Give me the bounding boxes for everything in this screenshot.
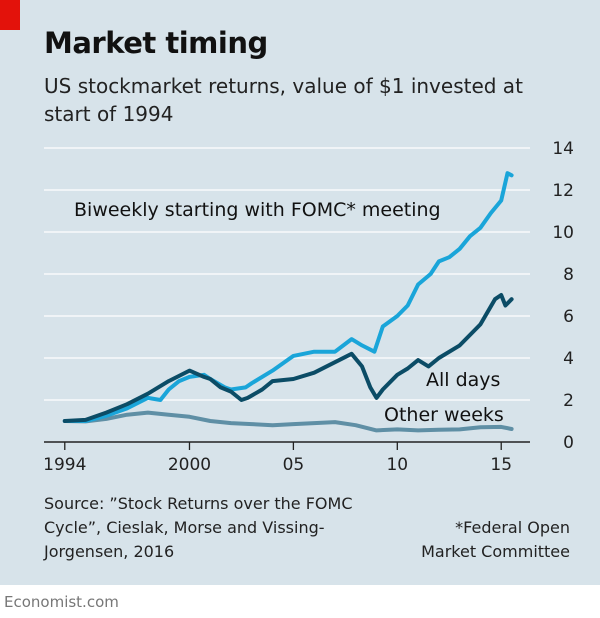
series-label-fomc: Biweekly starting with FOMC* meeting — [74, 199, 441, 221]
x-tick-label: 15 — [490, 455, 512, 475]
line-chart: 1994 2000 05 10 15 0 2 4 6 8 10 12 14 Biweekly star… — [43, 139, 574, 475]
series-line-all-days — [62, 293, 514, 423]
brand-mark: Economist.com — [4, 593, 119, 611]
chart-title: Market timing — [44, 26, 268, 60]
x-tick-label: 05 — [283, 455, 305, 475]
series-labels: Biweekly starting with FOMC* meeting All… — [74, 199, 504, 426]
y-tick-label: 6 — [563, 307, 574, 327]
series-line-fomc — [62, 171, 514, 423]
x-tick-label: 2000 — [168, 455, 211, 475]
y-tick-label: 14 — [552, 139, 574, 159]
y-axis: 0 2 4 6 8 10 12 14 — [552, 139, 574, 453]
y-tick-label: 0 — [563, 433, 574, 453]
x-tick-label: 10 — [386, 455, 408, 475]
chart-panel — [0, 0, 600, 585]
y-tick-label: 8 — [563, 265, 574, 285]
series-label-all-days: All days — [426, 369, 500, 391]
y-tick-label: 4 — [563, 349, 574, 369]
x-tick-label: 1994 — [43, 455, 86, 475]
series-label-other-weeks: Other weeks — [384, 404, 504, 426]
source-note: Source: ”Stock Returns over the FOMC Cyc… — [44, 494, 353, 561]
y-tick-label: 2 — [563, 391, 574, 411]
brand-red-tag — [0, 0, 20, 30]
x-axis: 1994 2000 05 10 15 — [43, 442, 512, 475]
y-tick-label: 12 — [552, 181, 574, 201]
gridlines — [44, 147, 530, 443]
footnote: *Federal Open Market Committee — [421, 518, 570, 561]
chart-subtitle: US stockmarket returns, value of $1 inve… — [44, 74, 523, 126]
y-tick-label: 10 — [552, 223, 574, 243]
series-lines — [62, 171, 514, 433]
series-line-other-weeks — [62, 410, 514, 433]
